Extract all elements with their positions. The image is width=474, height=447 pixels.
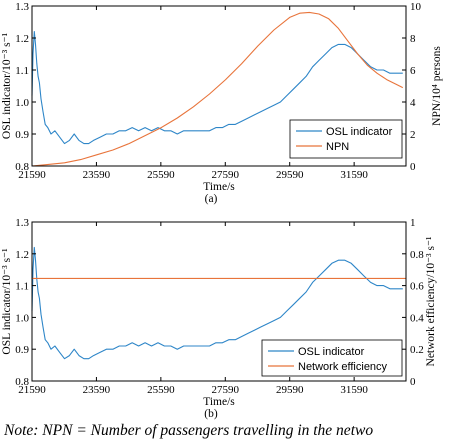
panel-b-y-tick-label: 1.3 — [15, 217, 29, 229]
panel-a-series-line-secondary — [31, 11, 404, 167]
panel-a-y2-axis-label: NPN/10⁴ persons — [431, 46, 443, 126]
panel-a-y-tick-label: 0.9 — [15, 129, 29, 141]
panel-b-legend-box — [261, 339, 403, 377]
panel-b-x-tick-label: 29590 — [276, 384, 304, 396]
panel-b-x-tick-label: 21590 — [18, 384, 46, 396]
panel-a-y-tick-label: 1.1 — [15, 65, 29, 77]
panel-b-x-tick-label: 27590 — [212, 384, 240, 396]
panel-b-y-tick-label: 1.1 — [15, 281, 29, 293]
figure-note: Note: NPN = Number of passengers travell… — [4, 422, 374, 439]
panel-a-x-tick-label: 31590 — [340, 169, 368, 181]
panel-b-plot-frame — [31, 221, 407, 382]
panel-b-legend-entry-osl: OSL indicator — [298, 346, 365, 358]
panel-a-y-tick-label: 0.8 — [15, 161, 29, 173]
panel-a-series-line-osl — [31, 31, 403, 145]
panel-a-y-tick-label: 1.2 — [15, 33, 29, 45]
panel-b-x-tick-label: 25590 — [147, 384, 175, 396]
panel-b-y2-tick-label: 0.6 — [410, 281, 424, 293]
panel-b-y-tick-label: 1.0 — [15, 312, 29, 324]
panel-a-x-tick-label: 23590 — [83, 169, 111, 181]
panel-a-plot-frame — [31, 5, 407, 167]
panel-b-y-axis-label: OSL indicator/10⁻³ s⁻¹ — [1, 248, 13, 355]
panel-a-y2-tick-label: 8 — [410, 33, 416, 45]
panel-b-y2-tick-label: 0 — [410, 376, 416, 388]
panel-b-y-tick-label: 1.2 — [15, 249, 29, 261]
panel-a-y2-tick-label: 4 — [410, 97, 416, 109]
panel-a-y2-tick-label: 6 — [410, 65, 416, 77]
panel-a-y2-tick-label: 10 — [410, 1, 422, 13]
panel-a-y-tick-label: 1.0 — [15, 97, 29, 109]
panel-a-y-tick-label: 1.3 — [15, 1, 29, 13]
panel-b-y2-axis-label: Network efficiency/10⁻³ s⁻¹ — [425, 236, 437, 367]
panel-a-legend-entry-secondary: NPN — [326, 141, 349, 153]
panel-b-y2-tick-label: 0.8 — [410, 249, 424, 261]
panel-a-x-tick-label: 25590 — [147, 169, 175, 181]
panel-b-x-tick-label: 31590 — [340, 384, 368, 396]
panel-b-y2-tick-label: 1 — [410, 217, 416, 229]
panel-b-y-tick-label: 0.8 — [15, 376, 29, 388]
panel-b-panel-label: (b) — [204, 408, 218, 420]
panel-a-legend-entry-osl: OSL indicator — [326, 126, 393, 138]
panel-b-y2-tick-label: 0.4 — [410, 312, 424, 324]
panel-b-y-tick-label: 0.9 — [15, 344, 29, 356]
panel-a-y2-tick-label: 0 — [410, 161, 416, 173]
panel-a-y2-tick-label: 2 — [410, 129, 416, 141]
panel-a-x-axis-label: Time/s — [203, 181, 235, 193]
panel-a-x-tick-label: 29590 — [276, 169, 304, 181]
panel-b-x-axis-label: Time/s — [203, 396, 235, 408]
panel-b-y2-tick-label: 0.2 — [410, 344, 424, 356]
panel-a-x-tick-label: 27590 — [212, 169, 240, 181]
panel-a-x-tick-label: 21590 — [18, 169, 46, 181]
panel-a-panel-label: (a) — [205, 193, 218, 205]
panel-b-x-tick-label: 23590 — [83, 384, 111, 396]
panel-a-legend-box — [289, 119, 403, 159]
panel-b-legend-entry-secondary: Network efficiency — [298, 361, 388, 373]
panel-a-y-axis-label: OSL indicator/10⁻³ s⁻¹ — [1, 32, 13, 139]
panel-b-series-line-osl — [31, 246, 403, 360]
